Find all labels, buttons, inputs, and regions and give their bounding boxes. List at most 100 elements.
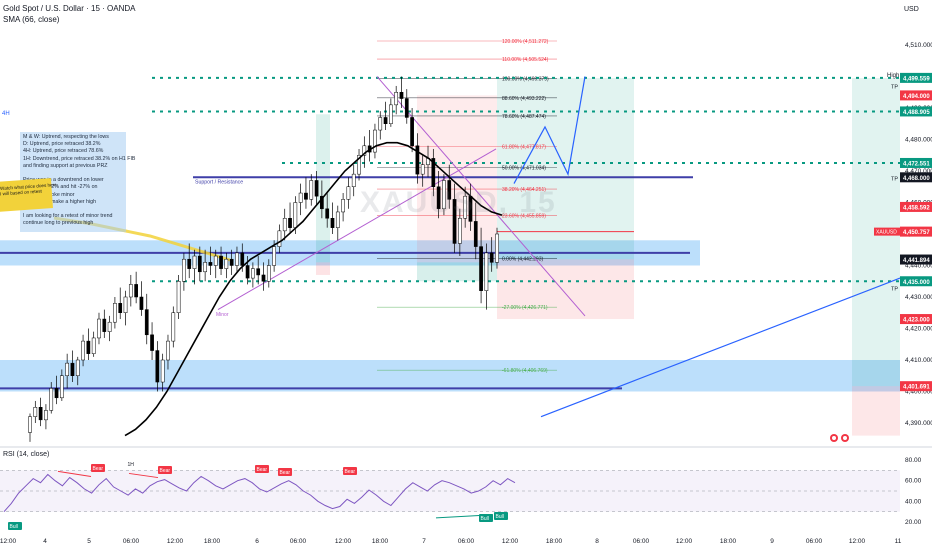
candle-body [383,117,388,124]
rsi-indicator-label[interactable]: RSI (14, close) [3,451,50,458]
bull-divergence-line [435,514,494,519]
price-label-bg [900,254,932,265]
candle-body [59,375,64,399]
candle-body [155,350,160,383]
candle-body [288,218,292,228]
chart-title: Gold Spot / U.S. Dollar · 15 · OANDA [3,4,136,13]
candle-body [394,92,399,106]
tp-label: TP [891,176,898,182]
candle-body [314,180,319,197]
candle-body [102,318,107,332]
sma-indicator-label[interactable]: SMA (66, close) [3,15,60,24]
candle-body [245,265,250,279]
position-loss-right [852,386,900,436]
candle [325,193,330,228]
candle [28,413,32,442]
candle-body [192,255,197,269]
rsi-tick-label: 80.00 [905,457,922,464]
candle [458,208,462,257]
x-tick-label: 7 [422,538,426,545]
candle-body [113,303,117,323]
candle [489,237,494,272]
fib-level-label: 110.00% (4,505.524) [502,57,549,63]
candle [213,249,218,279]
rsi-line [3,473,516,513]
candle [113,297,117,329]
candle [144,293,149,345]
y-tick-label: 4,400.000 [905,389,932,396]
candle [203,249,207,282]
candle-body [44,410,48,421]
price-label: 4,488.905 [903,110,930,116]
projected-path [513,76,586,184]
candle-body [420,164,425,175]
candle [235,246,239,272]
candle-body [325,208,330,219]
candle-body [75,359,80,376]
event-flag-icon-center [843,436,847,440]
y-tick-label: 4,510.000 [905,42,932,49]
x-tick-label: 4 [43,538,47,545]
rsi-marker-label: Bear [160,468,171,474]
candle-body [139,296,144,310]
candle [197,246,202,282]
x-tick-label: 12:00 [167,538,184,545]
price-label-bg [900,276,932,287]
candle [251,262,255,288]
fib-level-label: 50.00% (4,471.034) [502,166,546,172]
candle [288,202,292,234]
candle [107,315,112,342]
x-tick-label: 06:00 [458,538,475,545]
candle [484,243,489,310]
fib-level-label: -61.80% (4,406.769) [502,368,548,374]
trendline-down [376,76,586,317]
price-label: 4,423.000 [903,318,930,324]
candle [420,155,425,187]
candle-body [144,309,149,336]
x-tick-label: 18:00 [720,538,737,545]
candle [219,246,223,275]
price-label: 4,441.894 [903,258,930,264]
candle [49,382,54,414]
candle [394,85,399,115]
rising-line [540,277,901,418]
candle-body [404,98,409,118]
candle [81,334,85,367]
candle [473,202,478,260]
rsi-marker-label: Bear [257,467,268,473]
candle [479,227,483,304]
candle-body [251,268,255,279]
candle-body [389,104,393,124]
candle-body [182,258,186,282]
x-tick-label: 5 [87,538,91,545]
candle [139,281,144,316]
candle [399,76,404,108]
candle-body [373,129,377,153]
x-tick-label: 12:00 [0,538,17,545]
candle [447,164,452,209]
rsi-marker-bg [255,465,269,473]
x-tick-label: 12:00 [335,538,352,545]
candle-body [261,274,266,282]
candle [192,249,197,285]
analysis-note-line: and finding support at previous PRZ [23,162,108,169]
candle-body [277,230,282,247]
analysis-note-line: M & W: Uptrend, respecting the lows [23,134,109,140]
candle [123,290,128,326]
candle [314,171,319,206]
candle-body [203,262,207,273]
candle-body [447,180,452,200]
analysis-note-line: 1H: Downtrend, price retraced 38.2% on H… [23,155,136,162]
candle-body [128,284,133,298]
candle-body [49,388,54,411]
currency-label[interactable]: USD [904,6,919,13]
candle [102,309,107,338]
candle [431,148,436,197]
candle [59,369,64,401]
candle-body [357,155,361,175]
candle [44,404,48,430]
rsi-marker-bg [158,466,172,474]
candle-body [341,199,345,213]
candle-body [134,284,138,298]
